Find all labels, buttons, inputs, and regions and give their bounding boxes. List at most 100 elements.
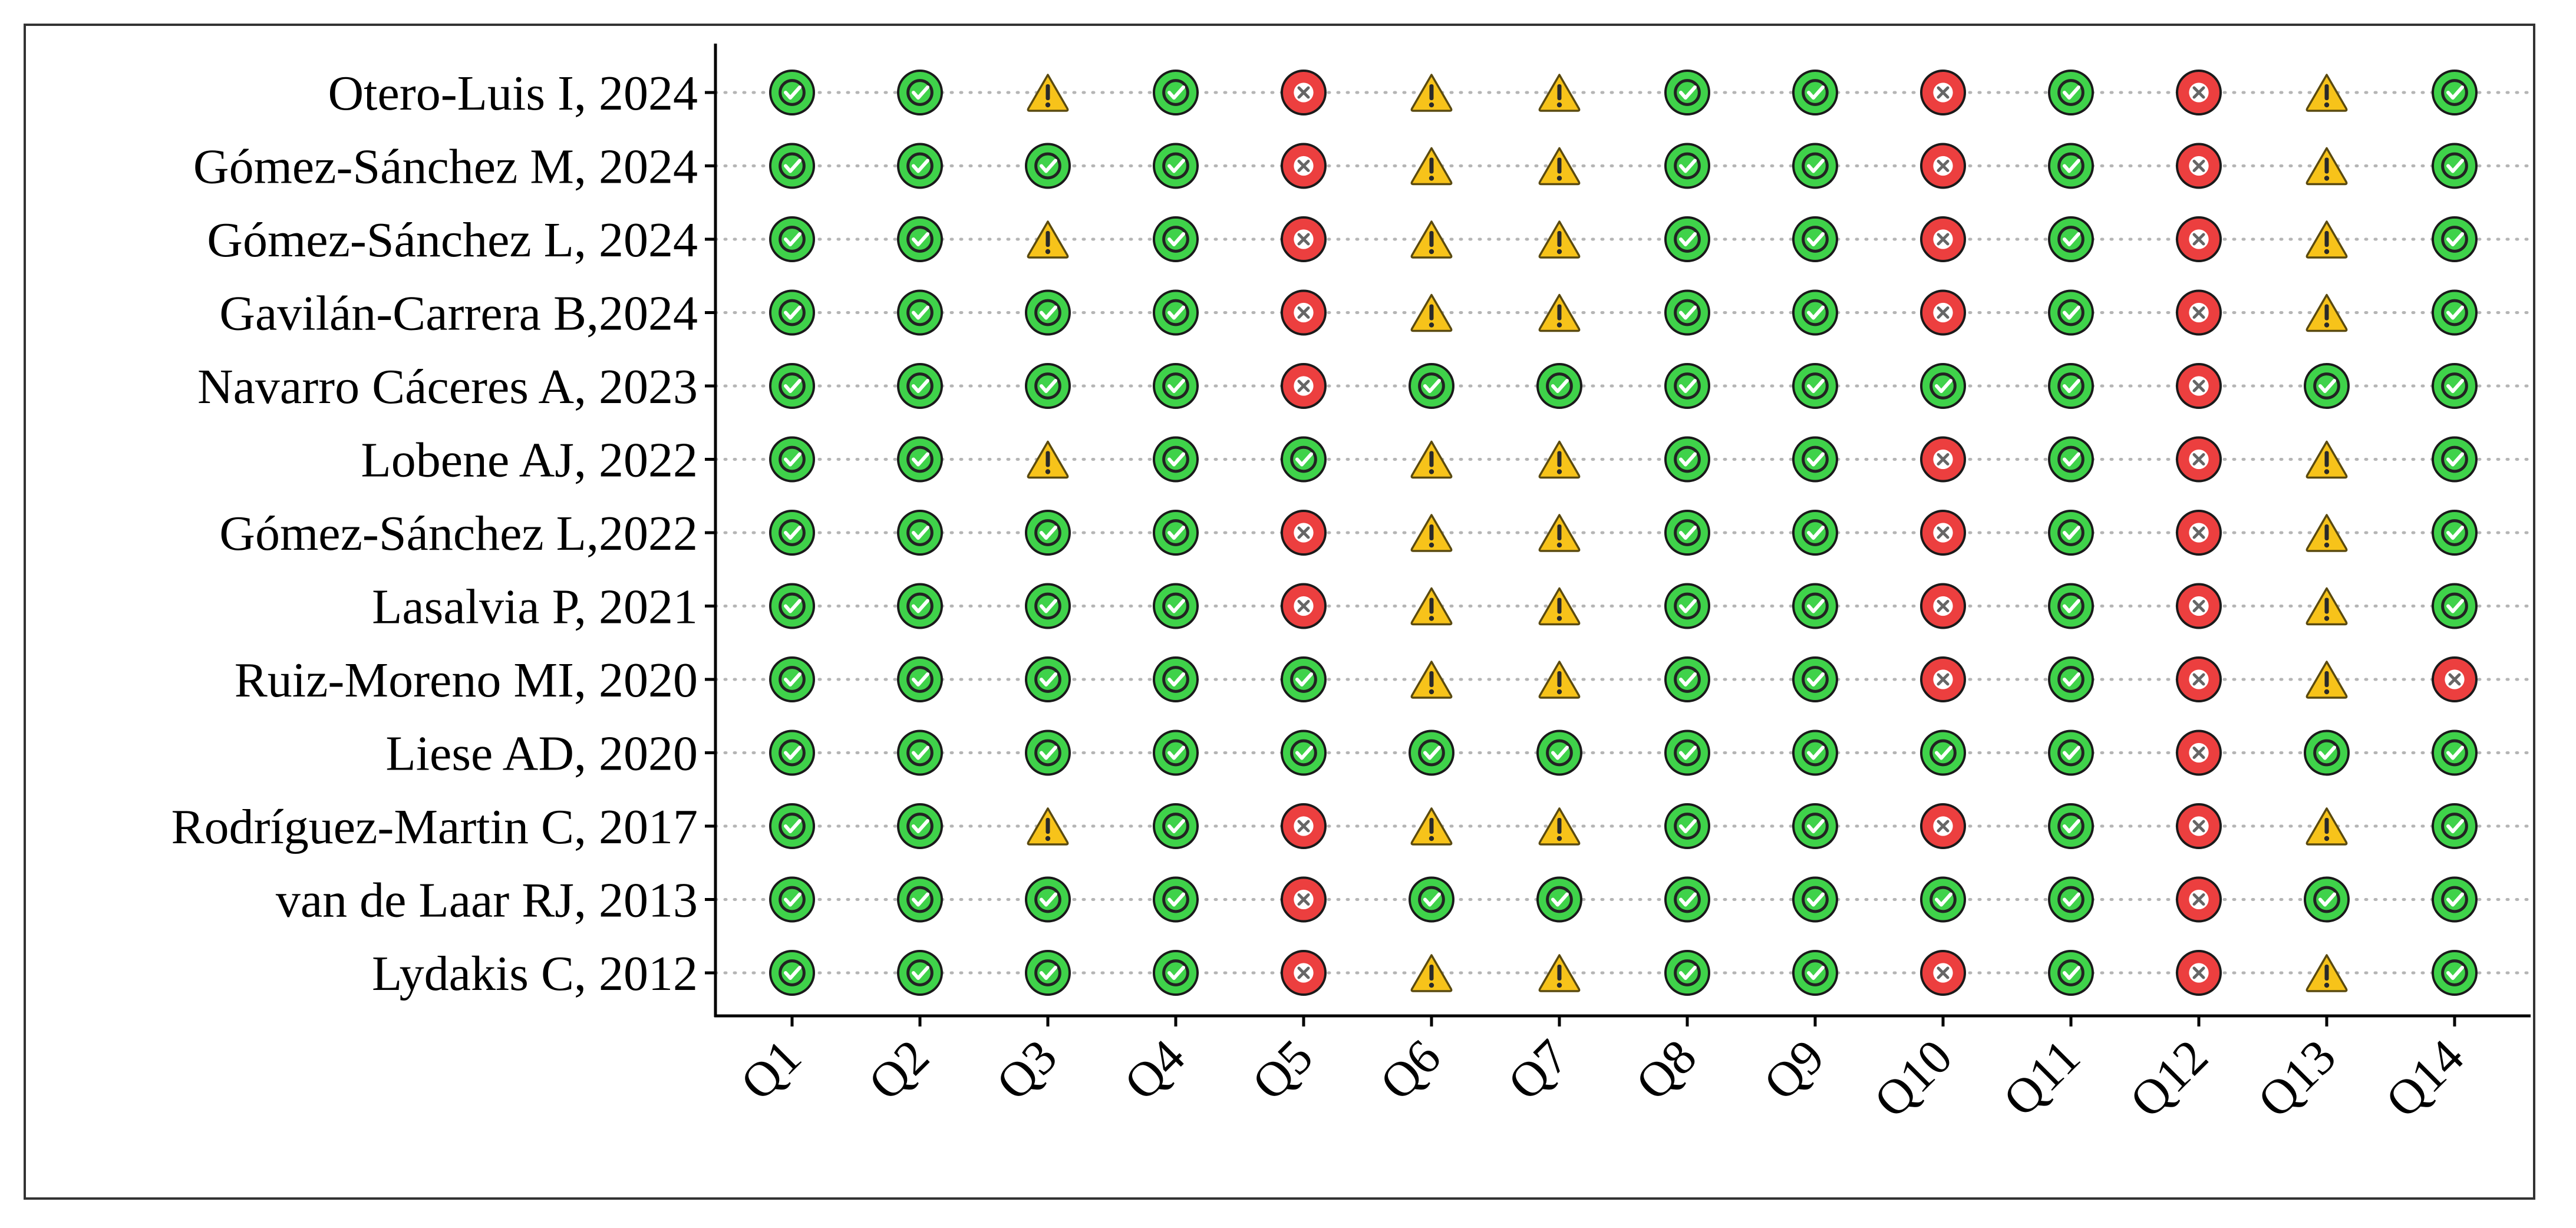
x-circle-icon [2176,803,2222,849]
check-circle-icon [1281,729,1327,776]
x-circle-icon [2176,70,2222,115]
check-circle-icon [2304,363,2350,409]
check-circle-icon [1536,363,1582,409]
check-circle-icon [2048,216,2094,262]
warning-triangle-icon [1410,147,1453,186]
check-circle-icon [2432,876,2478,923]
study-label: Gavilán-Carrera B,2024 [219,286,698,341]
check-circle-icon [897,876,943,923]
warning-triangle-icon [2305,74,2348,112]
question-label: Q5 [1242,1029,1323,1111]
study-label: Gómez-Sánchez M, 2024 [193,140,698,194]
check-circle-icon [2432,803,2478,849]
x-circle-icon [1920,289,1966,336]
warning-triangle-icon [2305,587,2348,626]
warning-triangle-icon [1538,514,1581,552]
warning-triangle-icon [1410,440,1453,479]
check-circle-icon [1664,583,1710,629]
check-circle-icon [1153,656,1199,702]
study-label: Liese AD, 2020 [385,727,698,781]
check-circle-icon [769,510,815,556]
check-circle-icon [2432,216,2478,262]
check-circle-icon [2048,436,2094,483]
question-label: Q6 [1370,1029,1451,1111]
check-circle-icon [769,656,815,702]
check-circle-icon [1536,729,1582,776]
question-label: Q11 [1993,1029,2091,1127]
check-circle-icon [1025,363,1071,409]
check-circle-icon [1920,729,1966,776]
check-circle-icon [1792,803,1838,849]
x-circle-icon [1920,216,1966,262]
x-circle-icon [2432,656,2478,702]
check-circle-icon [1153,583,1199,629]
check-circle-icon [1664,656,1710,702]
check-circle-icon [2048,803,2094,849]
warning-triangle-icon [2305,220,2348,259]
check-circle-icon [1153,510,1199,556]
check-circle-icon [1153,436,1199,483]
check-circle-icon [2048,70,2094,115]
warning-triangle-icon [1538,661,1581,699]
check-circle-icon [1281,436,1327,483]
check-circle-icon [769,876,815,923]
x-circle-icon [2176,143,2222,189]
check-circle-icon [1664,729,1710,776]
check-circle-icon [2048,583,2094,629]
study-label: Otero-Luis I, 2024 [328,66,698,121]
check-circle-icon [2048,729,2094,776]
check-circle-icon [769,583,815,629]
check-circle-icon [1153,950,1199,996]
check-circle-icon [1664,436,1710,483]
question-label: Q2 [858,1029,939,1111]
check-circle-icon [2048,289,2094,336]
study-label: Lobene AJ, 2022 [361,433,698,488]
check-circle-icon [1025,583,1071,629]
x-circle-icon [2176,876,2222,923]
check-circle-icon [1792,70,1838,115]
study-label: Gómez-Sánchez L,2022 [219,506,698,561]
warning-triangle-icon [1538,293,1581,332]
check-circle-icon [897,436,943,483]
x-circle-icon [1920,583,1966,629]
check-circle-icon [769,950,815,996]
warning-triangle-icon [1410,514,1453,552]
check-circle-icon [769,143,815,189]
check-circle-icon [2432,70,2478,115]
rating-marks [769,70,2478,996]
x-circle-icon [1281,510,1327,556]
warning-triangle-icon [2305,293,2348,332]
check-circle-icon [897,583,943,629]
chart-frame: Otero-Luis I, 2024 Gómez-Sánchez M, 2024 G… [24,24,2535,1200]
x-circle-icon [1920,143,1966,189]
check-circle-icon [897,803,943,849]
x-circle-icon [2176,583,2222,629]
question-label: Q13 [2247,1029,2346,1128]
check-circle-icon [769,70,815,115]
check-circle-icon [1153,289,1199,336]
check-circle-icon [2304,729,2350,776]
x-circle-icon [1281,143,1327,189]
quality-assessment-chart: Otero-Luis I, 2024 Gómez-Sánchez M, 2024 G… [171,44,2532,1128]
check-circle-icon [769,216,815,262]
check-circle-icon [897,656,943,702]
check-circle-icon [1792,363,1838,409]
check-circle-icon [1664,803,1710,849]
x-circle-icon [1920,436,1966,483]
check-circle-icon [1536,876,1582,923]
check-circle-icon [1792,289,1838,336]
check-circle-icon [2048,363,2094,409]
warning-triangle-icon [1410,74,1453,112]
check-circle-icon [1025,876,1071,923]
warning-triangle-icon [2305,514,2348,552]
check-circle-icon [769,363,815,409]
x-circle-icon [2176,729,2222,776]
check-circle-icon [897,143,943,189]
check-circle-icon [897,363,943,409]
warning-triangle-icon [1027,74,1069,112]
check-circle-icon [1025,510,1071,556]
check-circle-icon [1792,876,1838,923]
x-circle-icon [1281,950,1327,996]
warning-triangle-icon [1538,587,1581,626]
warning-triangle-icon [1538,807,1581,846]
